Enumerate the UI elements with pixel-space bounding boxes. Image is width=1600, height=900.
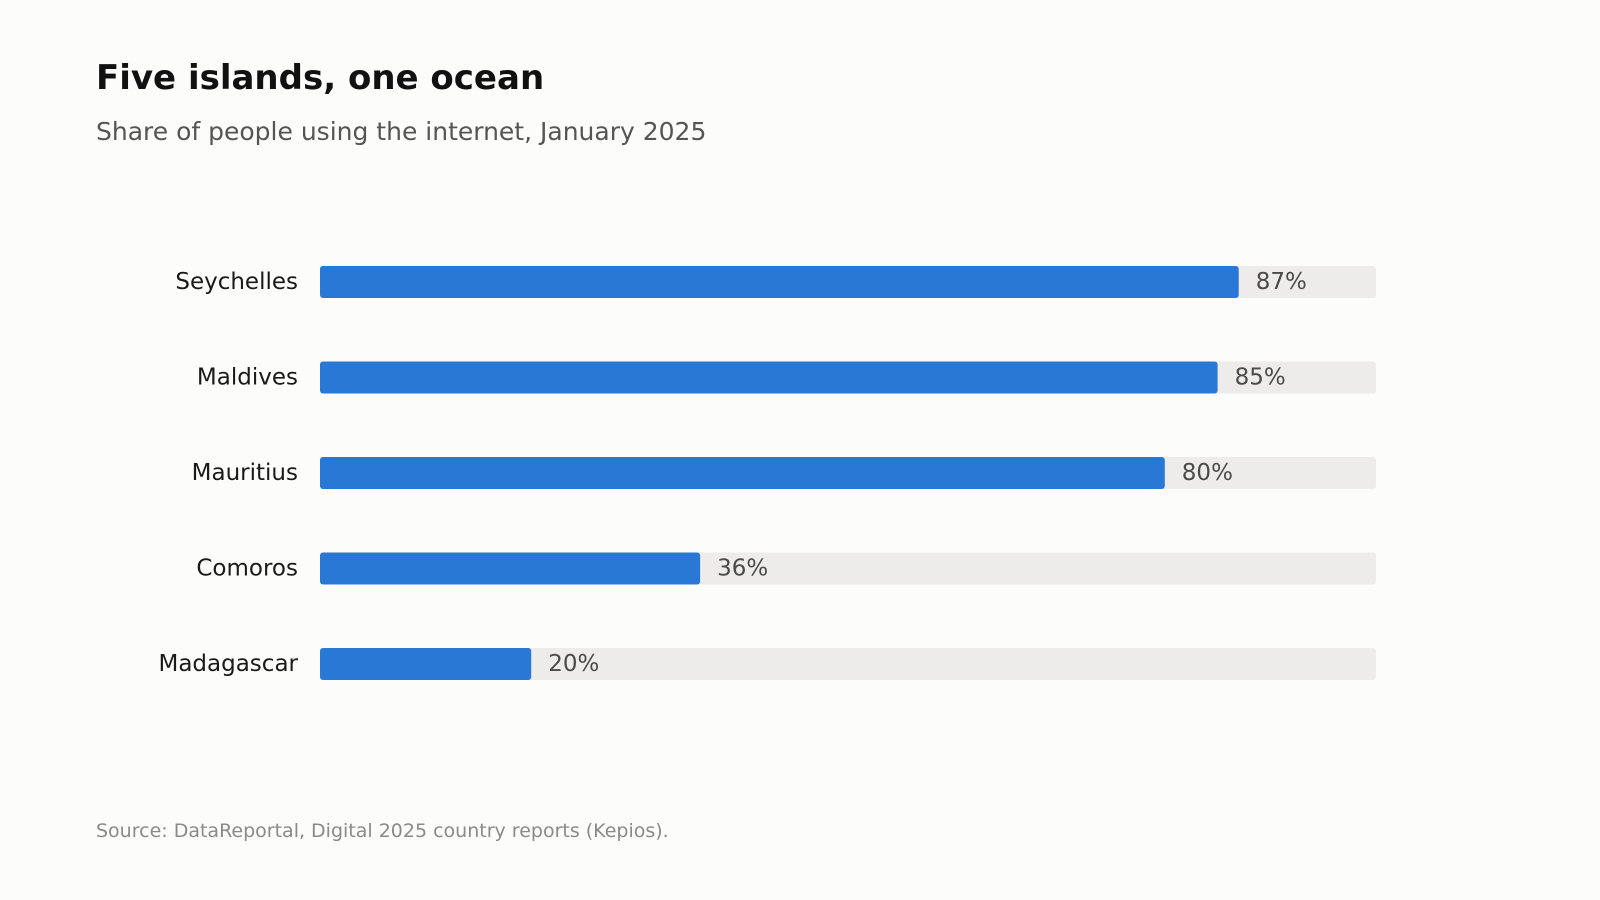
chart-title: Five islands, one ocean [96, 58, 545, 98]
source-note: Source: DataReportal, Digital 2025 count… [96, 820, 669, 842]
value-label-comoros: 36% [717, 556, 768, 582]
category-label-seychelles: Seychelles [175, 269, 298, 295]
chart-subtitle: Share of people using the internet, Janu… [96, 117, 707, 146]
bar-maldives [320, 361, 1218, 394]
value-label-madagascar: 20% [548, 651, 599, 677]
bar-madagascar [320, 648, 532, 680]
value-label-maldives: 85% [1235, 365, 1286, 391]
bar-track-4 [320, 648, 1376, 680]
category-label-comoros: Comoros [196, 556, 298, 582]
bar-mauritius [320, 457, 1165, 489]
bar-comoros [320, 552, 701, 585]
value-label-seychelles: 87% [1256, 269, 1307, 295]
bar-seychelles [320, 266, 1239, 298]
category-label-maldives: Maldives [197, 365, 298, 391]
category-label-madagascar: Madagascar [158, 651, 298, 677]
category-label-mauritius: Mauritius [192, 460, 298, 486]
value-label-mauritius: 80% [1182, 460, 1233, 486]
